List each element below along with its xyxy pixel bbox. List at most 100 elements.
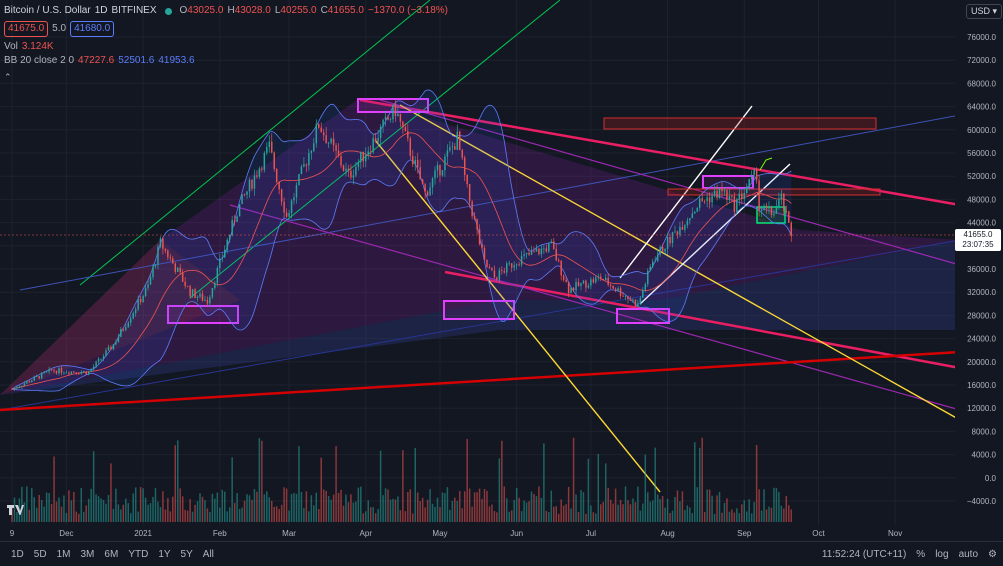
clock-readout[interactable]: 11:52:24 (UTC+11)	[821, 548, 907, 560]
volume-bar	[16, 511, 18, 522]
currency-selector[interactable]: USD ▾	[966, 4, 1003, 19]
volume-bar	[384, 488, 387, 522]
candle-body	[783, 193, 785, 212]
candle-body	[144, 287, 147, 297]
volume-bar	[23, 502, 26, 522]
candle-body	[58, 368, 60, 374]
candle-body	[110, 346, 112, 350]
candle-body	[352, 175, 355, 178]
collapse-legend-icon[interactable]: ⌃	[4, 72, 12, 82]
candle-body	[565, 279, 567, 283]
volume-bar	[332, 494, 335, 522]
volume-bar	[451, 500, 454, 522]
volume-bar	[597, 453, 600, 522]
volume-bar	[748, 499, 750, 522]
volume-bar	[355, 501, 357, 522]
timeframe-1m[interactable]: 1M	[56, 548, 71, 560]
timeframe-1y[interactable]: 1Y	[158, 548, 171, 560]
candle-body	[21, 385, 23, 387]
volume-bar	[577, 511, 580, 522]
volume-bar	[142, 488, 144, 522]
ask-button[interactable]: 41680.0	[70, 21, 115, 37]
volume-bar	[651, 500, 654, 522]
log-toggle[interactable]: log	[935, 548, 949, 560]
candle-body	[530, 250, 533, 255]
candle-body	[597, 276, 600, 278]
candle-body	[543, 248, 545, 250]
candle-body	[451, 146, 454, 148]
symbol-title[interactable]: Bitcoin / U.S. Dollar	[4, 5, 91, 16]
candle-body	[315, 124, 318, 144]
timeframe-6m[interactable]: 6M	[104, 548, 119, 560]
candle-body	[498, 270, 501, 280]
volume-bar	[488, 506, 491, 522]
candle-body	[266, 146, 268, 153]
price-tick-label: 16000.0	[967, 381, 996, 390]
candle-body	[582, 280, 585, 284]
volume-bar	[295, 493, 298, 522]
tradingview-logo-icon[interactable]	[6, 502, 24, 516]
white-channel-line	[619, 105, 753, 279]
candle-body	[100, 358, 102, 360]
candle-body	[431, 178, 434, 188]
timeframe-3m[interactable]: 3M	[80, 548, 95, 560]
price-tick-label: 32000.0	[967, 288, 996, 297]
auto-toggle[interactable]: auto	[958, 548, 979, 560]
volume-bar	[392, 498, 394, 522]
timeframe-all[interactable]: All	[202, 548, 214, 560]
candle-body	[164, 248, 167, 251]
price-tick-label: 24000.0	[967, 335, 996, 344]
volume-bar	[125, 498, 127, 522]
volume-bar	[80, 487, 83, 522]
price-tick-label: 56000.0	[967, 149, 996, 158]
timeframe-1d[interactable]: 1D	[11, 548, 24, 560]
volume-bar	[654, 447, 656, 522]
candle-body	[209, 297, 211, 304]
interval-label[interactable]: 1D	[94, 5, 108, 16]
volume-bar	[357, 487, 360, 522]
volume-bar	[753, 502, 755, 522]
candle-body	[139, 299, 142, 303]
timeframe-5y[interactable]: 5Y	[180, 548, 193, 560]
volume-bar	[726, 498, 728, 522]
volume-bar	[345, 494, 347, 522]
candle-body	[639, 297, 642, 304]
volume-bar	[238, 508, 241, 522]
time-tick-label: 9	[10, 529, 15, 538]
candle-body	[372, 138, 374, 153]
time-tick-label: May	[432, 529, 447, 538]
volume-bar	[177, 440, 179, 522]
volume-bar	[733, 512, 736, 522]
resistance-zone	[667, 188, 881, 196]
candle-body	[407, 131, 409, 139]
volume-bar	[694, 442, 696, 522]
volume-bar	[770, 507, 773, 522]
volume-bar	[473, 492, 476, 522]
price-chart[interactable]: 76000.0 72000.0 68000.0 64000.0 60000.0 56000…	[0, 0, 1003, 541]
volume-bar	[60, 506, 63, 522]
candle-body	[421, 179, 424, 185]
candle-body	[560, 260, 562, 276]
candle-body	[322, 132, 325, 136]
volume-bar	[718, 491, 721, 522]
volume-bar	[31, 488, 33, 522]
timeframe-5d[interactable]: 5D	[33, 548, 47, 560]
volume-bar	[13, 497, 16, 522]
volume-bar	[619, 499, 622, 522]
bid-button[interactable]: 41675.0	[4, 21, 49, 37]
candle-body	[614, 288, 617, 291]
candle-body	[562, 275, 565, 280]
candle-body	[681, 226, 684, 230]
timeframe-ytd[interactable]: YTD	[128, 548, 149, 560]
candle-body	[82, 371, 85, 373]
volume-bar	[172, 496, 174, 522]
volume-bar	[100, 498, 102, 522]
candle-body	[204, 300, 206, 301]
percent-toggle[interactable]: %	[916, 548, 926, 560]
candle-body	[553, 241, 555, 249]
volume-bar	[575, 494, 577, 522]
bb-label[interactable]: BB 20 close 2 0	[4, 55, 75, 66]
candle-body	[694, 211, 696, 214]
settings-gear-icon[interactable]: ⚙	[988, 548, 997, 560]
vol-label[interactable]: Vol	[4, 41, 18, 52]
